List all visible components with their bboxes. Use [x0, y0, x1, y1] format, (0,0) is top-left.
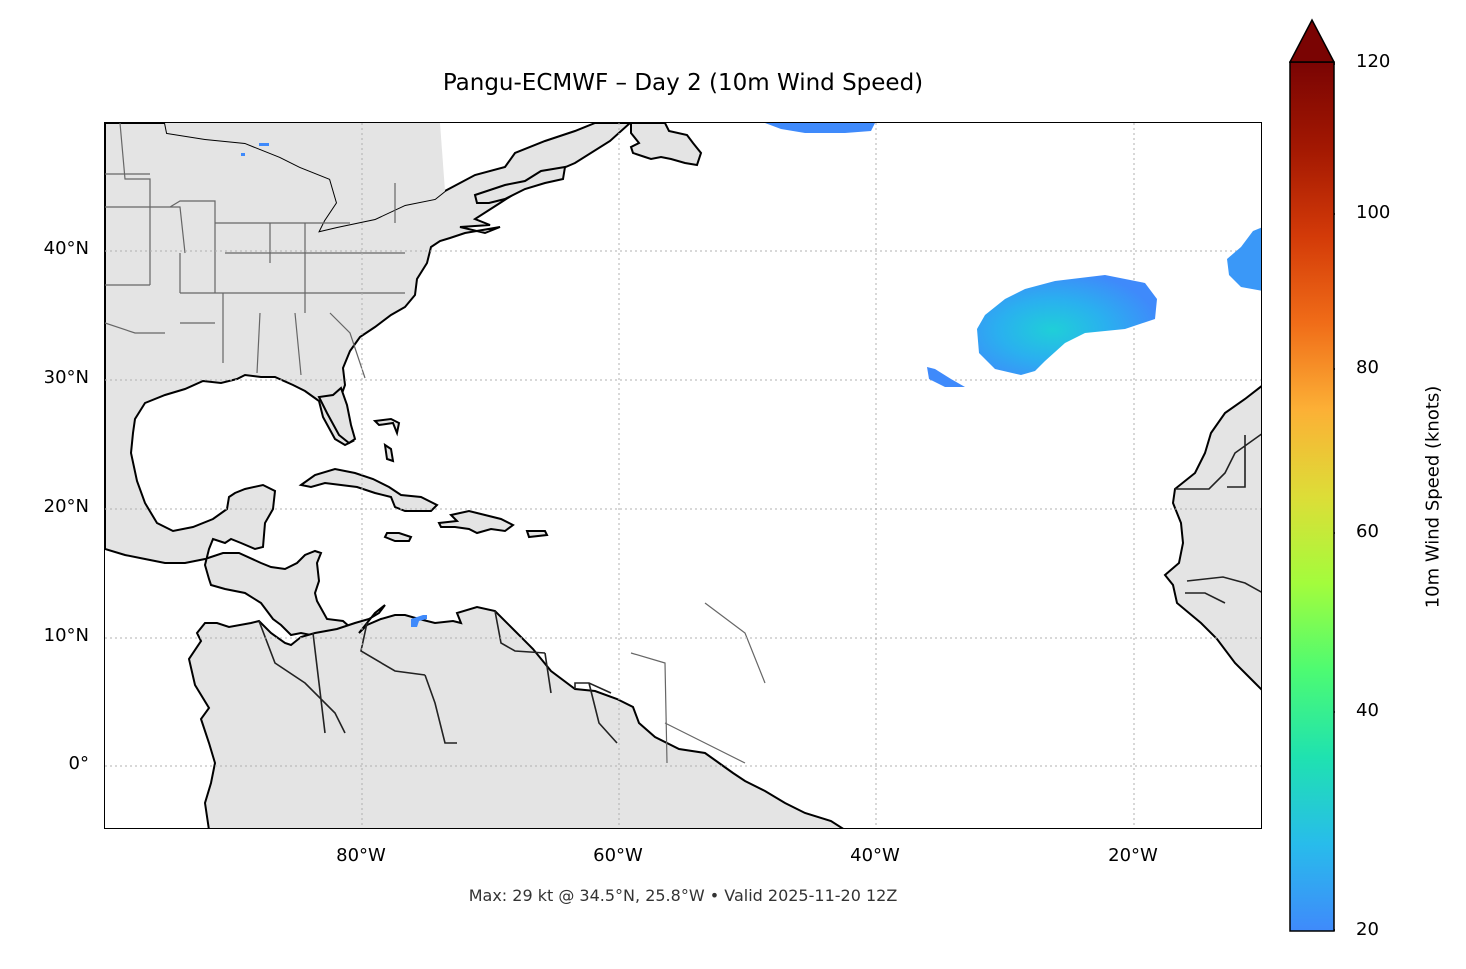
cbar-tick-80: 80: [1356, 357, 1379, 378]
x-tick-60w: 60°W: [593, 845, 643, 866]
y-tick-40n: 40°N: [43, 238, 89, 259]
colorbar-label: 10m Wind Speed (knots): [1422, 385, 1444, 609]
chart-title: Pangu-ECMWF – Day 2 (10m Wind Speed): [442, 70, 924, 96]
y-tick-0: 0°: [68, 753, 89, 774]
wind-patch-east-edge: [1227, 227, 1261, 291]
land-jamaica: [383, 532, 413, 542]
x-tick-40w: 40°W: [850, 845, 900, 866]
x-tick-20w: 20°W: [1108, 845, 1158, 866]
land-africa: [1163, 385, 1261, 691]
land-nova-scotia: [473, 165, 567, 204]
land-south-america: [187, 604, 844, 828]
wind-patch-colombia: [411, 615, 427, 627]
state-borders: [105, 123, 766, 764]
y-tick-30n: 30°N: [43, 367, 89, 388]
x-tick-80w: 80°W: [336, 845, 386, 866]
land-florida: [317, 386, 357, 445]
land-puerto-rico: [525, 530, 549, 539]
wind-patch-main: [977, 275, 1157, 375]
colorbar: [1289, 18, 1335, 932]
cbar-tick-20: 20: [1356, 919, 1379, 940]
country-borders: [258, 433, 1261, 744]
map-canvas: [105, 123, 1261, 828]
cbar-tick-40: 40: [1356, 700, 1379, 721]
wind-speed-regions: [241, 123, 1261, 627]
wind-patch-north-edge: [765, 123, 875, 133]
colorbar-extend-arrow: [1289, 18, 1335, 63]
cbar-tick-120: 120: [1356, 51, 1391, 72]
cbar-tick-100: 100: [1356, 202, 1391, 223]
max-info-caption: Max: 29 kt @ 34.5°N, 25.8°W • Valid 2025…: [468, 886, 898, 905]
land-cuba: [298, 467, 439, 512]
land-newfoundland: [629, 123, 703, 167]
land-bahamas: [372, 417, 401, 437]
y-tick-20n: 20°N: [43, 496, 89, 517]
wind-patch-small: [927, 367, 965, 387]
land-hispaniola: [437, 509, 515, 535]
y-tick-10n: 10°N: [43, 625, 89, 646]
map-plot-area: [104, 122, 1262, 829]
gridlines: [105, 123, 1261, 828]
wind-patch-lake-superior: [259, 143, 269, 146]
cbar-tick-60: 60: [1356, 521, 1379, 542]
